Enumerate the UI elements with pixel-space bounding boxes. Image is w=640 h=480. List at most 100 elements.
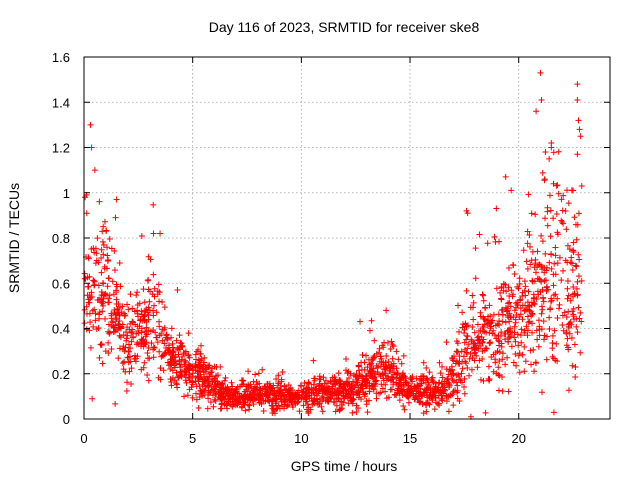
data-point: [511, 334, 518, 341]
data-point: [496, 348, 503, 355]
data-point: [103, 227, 110, 234]
data-point: [535, 343, 542, 350]
data-point: [380, 344, 387, 351]
data-point: [196, 362, 203, 369]
data-point: [554, 182, 561, 189]
data-point: [510, 359, 517, 366]
data-point: [236, 394, 243, 401]
data-point: [420, 410, 427, 417]
data-point: [573, 263, 580, 270]
data-point: [529, 277, 536, 284]
data-point: [540, 298, 547, 305]
data-point: [274, 384, 281, 391]
data-point: [287, 385, 294, 392]
data-point: [569, 260, 576, 267]
data-point: [273, 395, 280, 402]
data-point: [122, 312, 129, 319]
data-point: [271, 390, 278, 397]
data-point: [497, 289, 504, 296]
data-point: [521, 368, 528, 375]
data-point: [468, 336, 475, 343]
data-point: [546, 259, 553, 266]
data-point: [278, 378, 285, 385]
data-point: [288, 399, 295, 406]
data-point: [483, 345, 490, 352]
data-point: [407, 374, 414, 381]
data-point: [525, 319, 532, 326]
data-point: [436, 379, 443, 386]
y-tick-label: 0.4: [52, 322, 70, 337]
data-point: [511, 307, 518, 314]
data-point: [574, 81, 581, 88]
data-point: [204, 373, 211, 380]
data-point: [400, 372, 407, 379]
data-points: [81, 69, 585, 420]
data-point: [301, 380, 308, 387]
data-point: [337, 388, 344, 395]
data-point: [534, 288, 541, 295]
data-point: [234, 383, 241, 390]
data-point: [173, 381, 180, 388]
data-point: [228, 379, 235, 386]
data-point: [89, 395, 96, 402]
data-point: [248, 385, 255, 392]
y-tick-label: 0: [63, 412, 70, 427]
data-point: [340, 393, 347, 400]
data-point: [366, 380, 373, 387]
data-point: [156, 289, 163, 296]
data-point: [168, 325, 175, 332]
data-point: [522, 292, 529, 299]
y-tick-label: 1.6: [52, 50, 70, 65]
data-point: [574, 96, 581, 103]
data-point: [386, 368, 393, 375]
data-point: [393, 380, 400, 387]
data-point: [552, 357, 559, 364]
data-point: [308, 385, 315, 392]
data-point: [548, 265, 555, 272]
data-point: [422, 379, 429, 386]
data-point: [208, 384, 215, 391]
data-point: [227, 394, 234, 401]
data-point: [300, 395, 307, 402]
data-point: [97, 296, 104, 303]
data-point: [517, 305, 524, 312]
data-point: [156, 298, 163, 305]
data-point: [136, 323, 143, 330]
data-point: [499, 374, 506, 381]
data-point: [544, 204, 551, 211]
data-point: [530, 294, 537, 301]
data-point: [569, 266, 576, 273]
data-point: [391, 391, 398, 398]
data-point: [96, 315, 103, 322]
chart-title: Day 116 of 2023, SRMTID for receiver ske…: [209, 19, 480, 35]
data-point: [505, 284, 512, 291]
data-point: [493, 205, 500, 212]
data-point: [86, 310, 93, 317]
data-point: [324, 389, 331, 396]
data-point: [175, 351, 182, 358]
data-point: [150, 230, 157, 237]
data-point: [552, 252, 559, 259]
data-point: [542, 215, 549, 222]
data-point: [112, 400, 119, 407]
data-point: [506, 299, 513, 306]
data-point: [498, 283, 505, 290]
data-point: [142, 333, 149, 340]
data-point: [328, 396, 335, 403]
data-point: [504, 300, 511, 307]
data-point: [516, 275, 523, 282]
data-point: [548, 139, 555, 146]
x-tick-label: 10: [294, 431, 308, 446]
data-point: [145, 327, 152, 334]
data-point: [364, 409, 371, 416]
data-point: [403, 393, 410, 400]
data-point: [100, 302, 107, 309]
data-point: [168, 361, 175, 368]
data-point: [439, 374, 446, 381]
data-point: [108, 346, 115, 353]
x-tick-label: 0: [80, 431, 87, 446]
data-point: [516, 281, 523, 288]
data-point: [197, 350, 204, 357]
data-point: [508, 187, 515, 194]
data-point: [382, 388, 389, 395]
